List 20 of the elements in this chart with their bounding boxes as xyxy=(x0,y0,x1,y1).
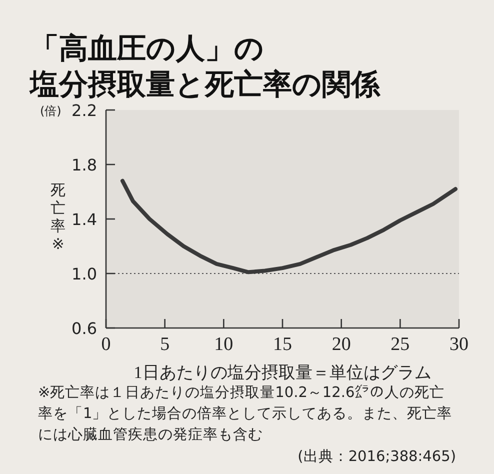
x-tick-label: 15 xyxy=(273,334,292,355)
y-tick-label: 1.4 xyxy=(72,210,97,229)
y-tick-label: 1.0 xyxy=(72,264,97,284)
text: ※死亡率は１日あたりの塩分摂取量10.2～12.6㌘の人の死亡率を「1」とした場合の倍率として示してある。また、死亡率には心臓血管疾患の発症率も含む xyxy=(38,384,454,445)
x-tick-label: 20 xyxy=(332,334,351,355)
line-series xyxy=(120,178,458,274)
x-tick-label: 10 xyxy=(214,334,234,355)
x-tick-label: 25 xyxy=(390,334,410,355)
y-axis-title: 死亡率※ xyxy=(50,181,66,253)
y-tick-label: 2.2 xyxy=(72,101,97,120)
x-tick-label: 30 xyxy=(450,334,468,355)
x-tick-label: 5 xyxy=(160,334,170,355)
x-tick-label: 0 xyxy=(101,334,111,355)
y-tick-label: 0.6 xyxy=(72,319,97,338)
x-axis-title: 1日あたりの塩分摂取量＝単位はグラム xyxy=(134,363,432,382)
y-tick-label: 1.8 xyxy=(72,156,97,174)
text: (出典：2016;388:465) xyxy=(298,448,456,466)
chart-title: 「高血圧の人」の xyxy=(30,30,265,66)
chart-subtitle: 塩分摂取量と死亡率の関係 xyxy=(30,66,380,102)
text: (倍) xyxy=(40,104,62,118)
